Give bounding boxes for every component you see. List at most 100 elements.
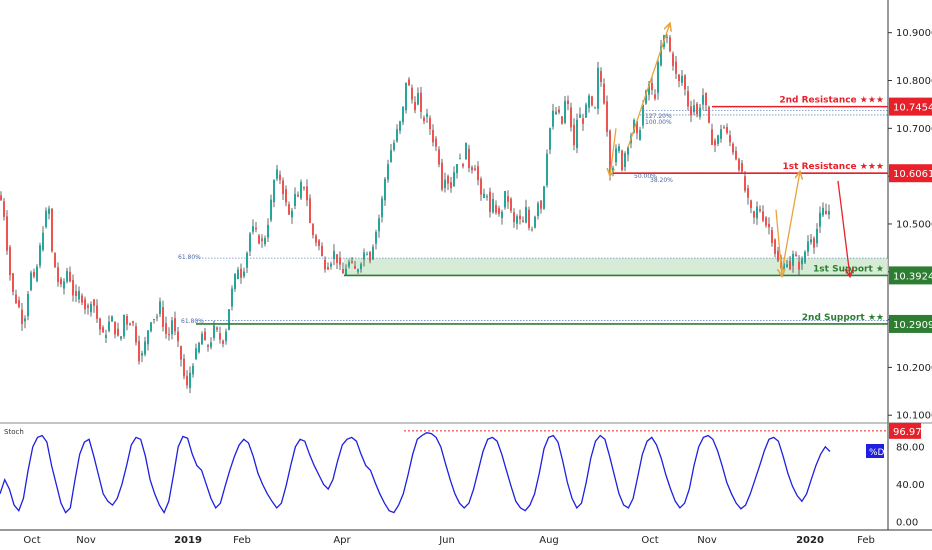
candle-body	[336, 254, 338, 263]
candle-body	[123, 314, 125, 337]
candle-body	[504, 190, 506, 208]
candle-body	[747, 188, 749, 198]
candle-body	[393, 142, 395, 150]
candle-body	[513, 212, 515, 223]
candle-body	[474, 168, 476, 171]
candle-body	[453, 172, 455, 187]
candle-body	[564, 100, 566, 123]
level-badge	[889, 164, 932, 183]
candle-body	[753, 211, 755, 218]
candle-body	[240, 268, 242, 278]
price-tick-label: 10.9000	[896, 28, 932, 39]
candle-body	[795, 254, 797, 257]
time-tick-label: Aug	[539, 535, 559, 546]
candle-body	[189, 372, 191, 388]
candle-body	[486, 196, 488, 198]
candle-body	[705, 92, 707, 106]
candle-body	[138, 341, 140, 362]
candle-body	[555, 111, 557, 114]
candle-body	[198, 342, 200, 353]
candle-body	[639, 130, 641, 140]
candle-body	[507, 196, 509, 202]
candle-body	[669, 37, 671, 52]
candle-body	[489, 191, 491, 212]
time-tick-label: 2020	[796, 535, 824, 546]
candle-body	[234, 273, 236, 289]
level-badge-value: 10.7454	[893, 103, 932, 114]
time-tick-label: Jun	[438, 535, 455, 546]
candle-body	[150, 322, 152, 332]
candle-body	[807, 241, 809, 252]
candle-body	[600, 71, 602, 82]
candle-body	[729, 135, 731, 143]
candle-body	[222, 340, 224, 344]
candle-body	[720, 129, 722, 139]
candle-body	[813, 238, 815, 248]
candle-body	[69, 271, 71, 282]
candle-body	[462, 164, 464, 167]
candle-body	[372, 246, 374, 260]
candle-body	[717, 135, 719, 144]
candle-body	[321, 245, 323, 256]
candle-body	[684, 75, 686, 90]
candle-body	[387, 164, 389, 180]
candle-body	[174, 318, 176, 332]
candle-body	[438, 149, 440, 165]
candle-body	[111, 316, 113, 322]
candle-body	[120, 336, 122, 339]
candle-body	[18, 300, 20, 308]
candle-body	[201, 333, 203, 345]
time-tick-label: Apr	[333, 535, 351, 546]
stoch-panel: 80.00 40.00 0.00 96.97 %D	[0, 422, 925, 529]
candle-body	[36, 266, 38, 282]
candle-body	[45, 210, 47, 227]
candle-body	[714, 140, 716, 146]
candle-body	[693, 105, 695, 113]
candle-body	[645, 90, 647, 104]
candle-body	[636, 121, 638, 134]
candle-body	[735, 151, 737, 160]
level-badge-value: 10.2909	[893, 320, 932, 331]
candle-body	[390, 150, 392, 162]
candle-body	[282, 180, 284, 195]
candle-body	[237, 269, 239, 280]
level-name: 1st Resistance ★★★	[783, 162, 884, 172]
candle-body	[477, 166, 479, 181]
candle-body	[252, 226, 254, 232]
candle-body	[75, 291, 77, 296]
candle-body	[549, 128, 551, 150]
candle-body	[528, 209, 530, 228]
candle-body	[417, 92, 419, 105]
candle-body	[27, 293, 29, 317]
price-tick-label: 10.8000	[896, 76, 932, 87]
candle-body	[261, 238, 263, 241]
candle-body	[660, 46, 662, 66]
candle-body	[231, 288, 233, 307]
candle-body	[732, 143, 734, 153]
candle-body	[225, 331, 227, 342]
candle-body	[228, 309, 230, 330]
candle-body	[15, 294, 17, 303]
candle-body	[54, 252, 56, 268]
candle-body	[771, 229, 773, 244]
candle-body	[318, 240, 320, 247]
levels: 2nd Resistance ★★★1st Resistance ★★★1st …	[196, 96, 888, 325]
candle-body	[399, 121, 401, 131]
candle-body	[822, 207, 824, 216]
candle-body	[540, 200, 542, 209]
candle-body	[420, 92, 422, 112]
candle-body	[756, 206, 758, 219]
candle-body	[597, 67, 599, 109]
candle-body	[6, 216, 8, 251]
candle-body	[612, 167, 614, 174]
candle-body	[78, 290, 80, 300]
candle-body	[360, 264, 362, 270]
candle-body	[534, 216, 536, 228]
candle-body	[594, 107, 596, 109]
candle-body	[9, 247, 11, 276]
candle-body	[48, 208, 50, 214]
candle-body	[699, 107, 701, 117]
price-tick-label: 10.1000	[896, 411, 932, 422]
candle-body	[354, 266, 356, 269]
